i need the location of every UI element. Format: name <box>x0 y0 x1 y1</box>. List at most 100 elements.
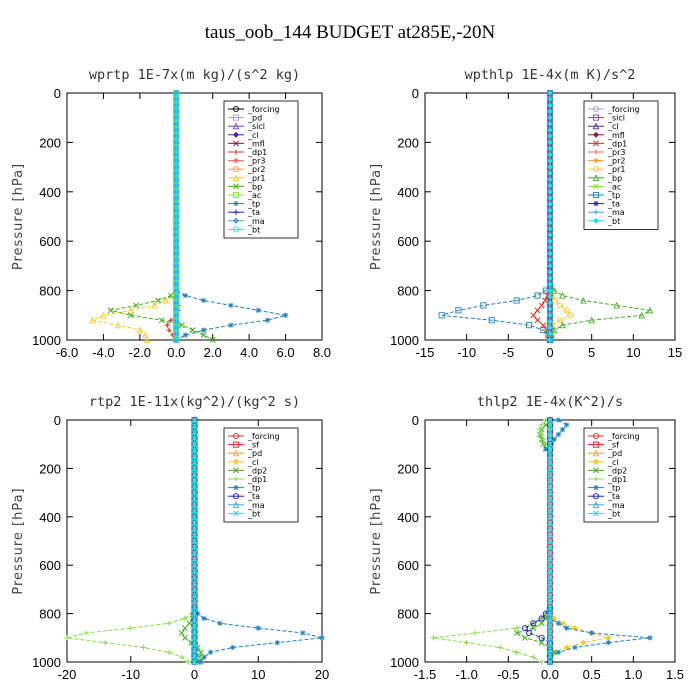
data-point <box>547 447 553 454</box>
series-bt <box>191 417 198 665</box>
data-point <box>546 127 554 134</box>
legend-label: _pd <box>607 449 622 458</box>
data-point <box>201 615 207 622</box>
data-point <box>191 550 198 557</box>
data-point <box>64 635 70 641</box>
legend-box <box>583 100 659 230</box>
data-point <box>546 151 554 158</box>
series-line <box>546 93 571 341</box>
series-bt <box>173 89 180 344</box>
data-point <box>207 649 214 655</box>
data-point <box>173 287 180 294</box>
data-point <box>547 604 553 611</box>
panel-1: wprtp 1E-7x(m kg)/(s^2 kg) Pressure [hPa]… <box>11 67 331 360</box>
data-point <box>564 625 570 631</box>
legend-marker <box>592 458 600 465</box>
data-point <box>178 630 185 636</box>
y-tick-label: 600 <box>39 558 61 573</box>
legend-label: _bp <box>247 182 262 191</box>
legend-marker <box>593 201 599 207</box>
y-tick-label: 0 <box>412 413 419 428</box>
data-point <box>173 170 180 177</box>
y-tick-label: 600 <box>397 234 419 249</box>
data-point <box>191 429 198 436</box>
series-line <box>175 93 286 341</box>
panel-4: thlp2 1E-4x(K^2)/s Pressure [hPa] -1.5 -1.0… <box>369 394 684 682</box>
data-point <box>546 336 554 344</box>
legend-label: _cl <box>247 131 259 140</box>
data-point <box>530 620 537 627</box>
data-point <box>141 331 149 339</box>
legend-label: _dp2 <box>247 466 267 475</box>
legend: _forcing_sf_pd_cl_dp2_dp1_tp_ta_ma_bt <box>223 427 299 523</box>
data-point <box>102 640 108 646</box>
data-point <box>547 550 553 557</box>
y-axis-label: Pressure [hPa] <box>11 163 26 270</box>
legend-label: _tp <box>607 191 620 200</box>
data-point <box>537 427 543 433</box>
data-point <box>521 625 529 632</box>
data-point <box>547 646 553 653</box>
legend-label: _ac <box>247 191 261 200</box>
data-point <box>282 312 289 318</box>
data-point <box>546 324 554 331</box>
data-point <box>173 336 180 344</box>
legend-box <box>583 427 659 523</box>
data-point <box>546 275 554 282</box>
data-point <box>209 337 216 343</box>
data-point <box>191 453 198 460</box>
data-point <box>173 231 180 239</box>
data-point <box>526 629 533 637</box>
data-point <box>547 423 553 430</box>
data-point <box>173 250 180 257</box>
x-tick-label: 20 <box>315 667 329 682</box>
data-point <box>181 634 188 641</box>
data-point <box>201 327 207 333</box>
x-tick-label: 2.0 <box>204 345 222 360</box>
data-point <box>589 630 595 636</box>
data-point <box>173 114 180 121</box>
legend-label: _ma <box>607 501 625 510</box>
data-point <box>546 330 554 337</box>
legend-marker <box>233 485 239 491</box>
data-point <box>539 422 545 428</box>
legend-label: _cl <box>247 458 259 467</box>
panel-2: wpthlp 1E-4x(m K)/s^2 Pressure [hPa] -15 -1… <box>369 67 682 360</box>
data-point <box>173 182 180 189</box>
data-point <box>547 459 553 466</box>
data-point <box>488 317 495 324</box>
data-point <box>546 145 554 152</box>
y-tick-label: 1000 <box>32 655 61 670</box>
data-point <box>566 312 574 319</box>
legend-label: _bt <box>607 217 620 226</box>
data-point <box>546 164 554 171</box>
y-tick-label: 200 <box>397 135 419 150</box>
data-point <box>550 326 558 334</box>
data-point <box>178 322 185 329</box>
data-point <box>497 644 503 651</box>
legend-label: _dp2 <box>607 466 627 475</box>
data-point <box>173 281 180 288</box>
data-point <box>555 417 561 423</box>
legend-marker <box>593 209 599 215</box>
data-point <box>546 318 554 325</box>
data-point <box>472 630 478 636</box>
data-point <box>173 96 180 103</box>
data-point <box>173 120 180 127</box>
data-point <box>173 188 180 195</box>
data-point <box>191 471 198 478</box>
data-point <box>546 120 554 127</box>
figure-title: taus_oob_144 BUDGET at285E,-20N <box>204 22 496 43</box>
data-point <box>191 646 198 653</box>
data-point <box>191 538 198 544</box>
x-tick-label: 0 <box>546 345 553 360</box>
x-tick-label: 0.0 <box>167 345 185 360</box>
legend-marker <box>232 458 240 465</box>
legend-label: _forcing <box>607 105 640 114</box>
data-point <box>547 568 553 575</box>
data-point <box>539 659 545 665</box>
plot-frame <box>66 92 323 341</box>
data-point <box>191 441 198 448</box>
legend-label: _ta <box>607 492 620 501</box>
data-point <box>191 586 198 593</box>
